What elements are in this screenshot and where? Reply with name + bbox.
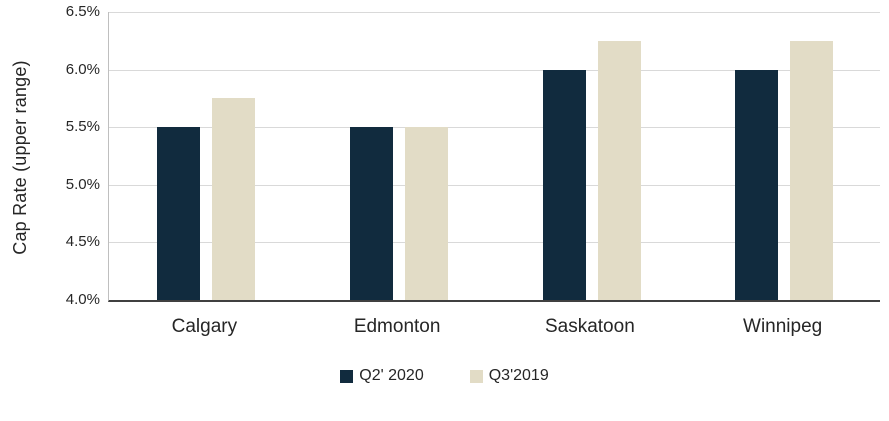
bar-q3-2019-saskatoon	[597, 41, 641, 300]
bar-group-winnipeg	[687, 12, 880, 300]
legend-label-q2-2020: Q2' 2020	[359, 367, 424, 384]
x-category-label-calgary: Calgary	[171, 316, 238, 337]
y-axis-title: Cap Rate (upper range)	[0, 12, 40, 302]
y-axis-title-text: Cap Rate (upper range)	[9, 59, 30, 255]
gridline	[109, 70, 880, 71]
gridline	[109, 12, 880, 13]
legend: Q2' 2020 Q3'2019	[0, 367, 889, 385]
legend-item-q3-2019: Q3'2019	[469, 367, 549, 385]
bar-q2-2020-edmonton	[349, 127, 393, 300]
bar-group-saskatoon	[495, 12, 688, 300]
legend-swatch-q3-2019	[469, 369, 483, 383]
x-category-label-edmonton: Edmonton	[353, 316, 441, 337]
bar-q3-2019-winnipeg	[789, 41, 833, 300]
bar-q2-2020-winnipeg	[734, 70, 778, 300]
bar-q3-2019-edmonton	[404, 127, 448, 300]
gridline	[109, 242, 880, 243]
x-category-label-winnipeg: Winnipeg	[743, 316, 823, 337]
y-tick-label: 6.5%	[65, 3, 100, 20]
bar-group-calgary	[109, 12, 302, 300]
x-category-label-saskatoon: Saskatoon	[544, 316, 635, 337]
gridline	[109, 185, 880, 186]
y-tick-label: 5.5%	[65, 118, 100, 135]
bar-q3-2019-calgary	[211, 98, 255, 300]
plot-area	[108, 12, 880, 302]
bar-group-edmonton	[302, 12, 495, 300]
legend-item-q2-2020: Q2' 2020	[340, 367, 424, 385]
bar-q2-2020-calgary	[156, 127, 200, 300]
y-tick-label: 4.5%	[65, 233, 100, 250]
y-tick-label: 5.0%	[65, 176, 100, 193]
bar-q2-2020-saskatoon	[542, 70, 586, 300]
y-tick-label: 6.0%	[65, 61, 100, 78]
legend-swatch-q2-2020	[340, 369, 354, 383]
legend-label-q3-2019: Q3'2019	[488, 367, 549, 384]
y-tick-label: 4.0%	[65, 291, 100, 308]
x-axis-labels: Calgary Edmonton Saskatoon Winnipeg	[108, 316, 879, 338]
gridline	[109, 127, 880, 128]
